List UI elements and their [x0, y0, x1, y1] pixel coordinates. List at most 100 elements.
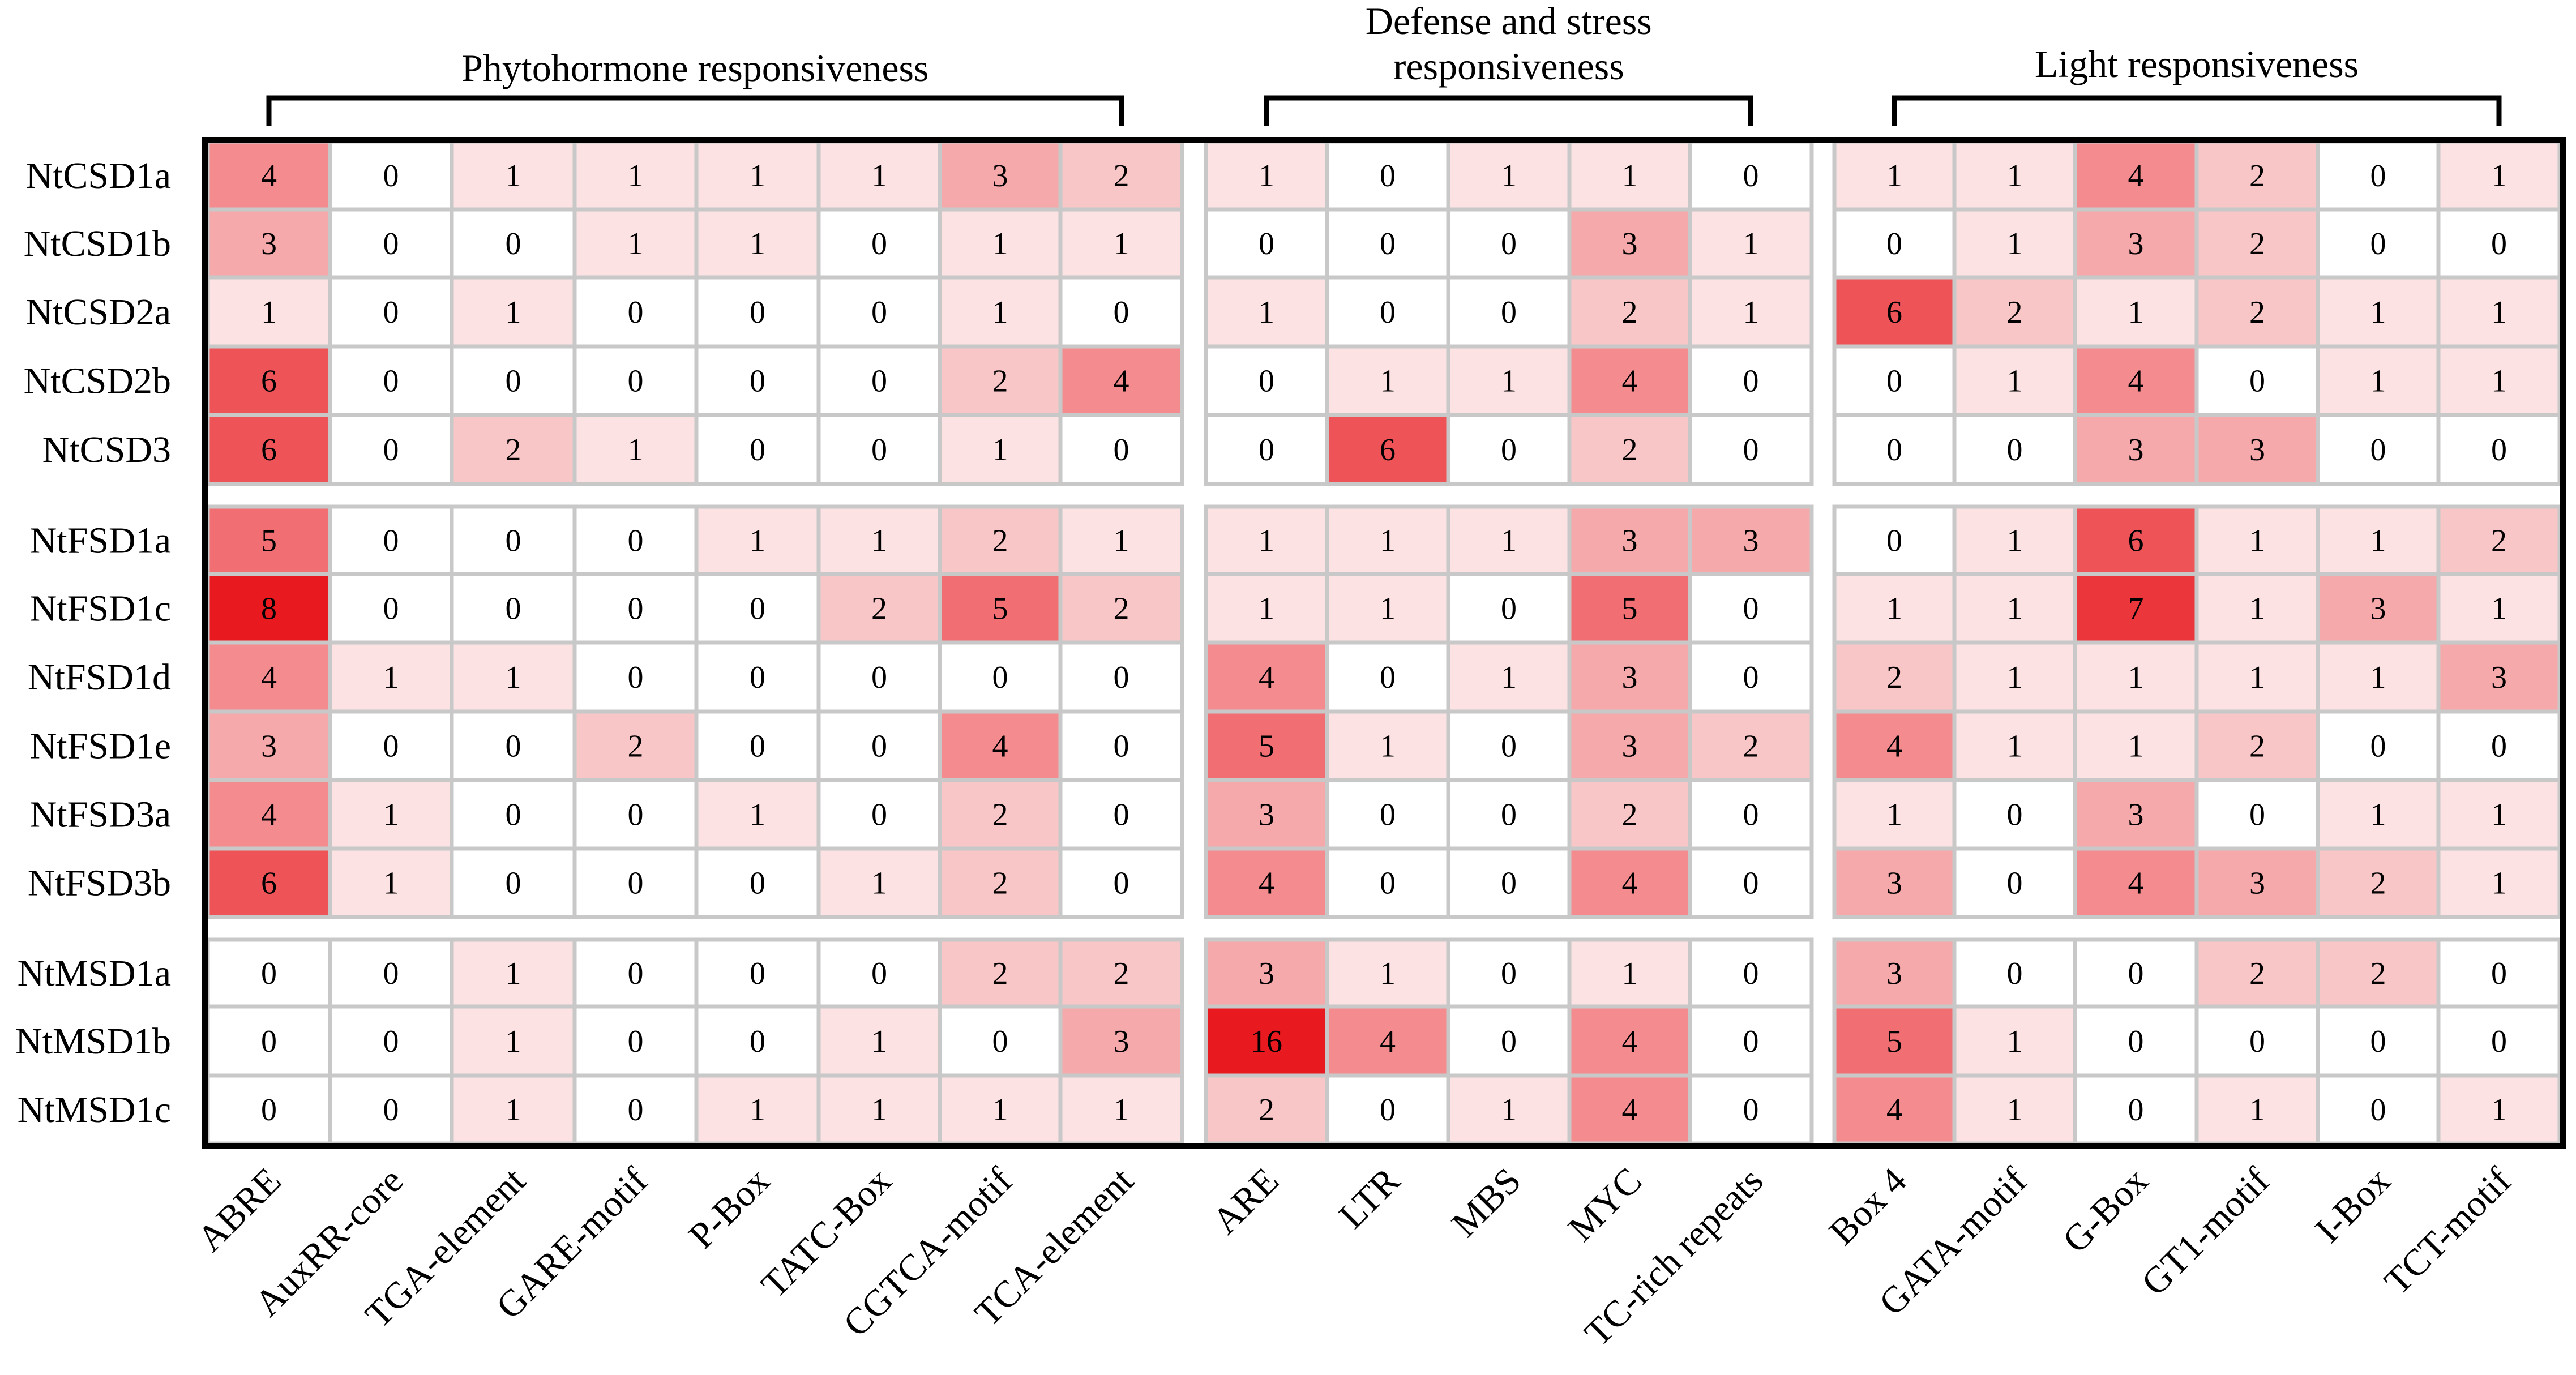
cell-ntfsd3a-g-box — [2073, 778, 2199, 851]
cell-ntmsd1c-ltr — [1325, 1073, 1450, 1146]
cell-value: 1 — [1886, 159, 1902, 194]
cell-value: 4 — [1622, 364, 1638, 399]
cell-value: 1 — [1380, 729, 1396, 764]
cell-value: 0 — [1743, 660, 1759, 695]
cell-value: 0 — [1259, 364, 1274, 399]
cell-value: 0 — [1743, 592, 1759, 627]
cell-value: 0 — [2128, 1024, 2144, 1059]
cell-ntfsd1a-tc-rich-repeats — [1688, 504, 1814, 576]
cell-value: 1 — [1380, 592, 1396, 627]
cell-value: 0 — [871, 956, 887, 991]
cell-value: 1 — [2128, 660, 2144, 695]
cell-ntfsd1c-i-box — [2316, 572, 2441, 645]
cell-ntcsd2a-tc-rich-repeats — [1688, 275, 1814, 349]
cell-ntmsd1a-myc — [1567, 937, 1692, 1009]
cell-ntfsd1c-tatc-box — [816, 572, 942, 645]
cell-ntfsd1d-gata-motif — [1952, 640, 2077, 714]
cell-value: 0 — [2370, 432, 2386, 468]
cell-value: 0 — [261, 1024, 277, 1059]
cell-value: 2 — [992, 524, 1008, 559]
cell-ntcsd2b-are — [1204, 344, 1329, 417]
cell-value: 3 — [1743, 524, 1759, 559]
group-title-phytohormone-responsiveness: Phytohormone responsiveness — [461, 46, 928, 89]
cell-ntmsd1b-cgtca-motif — [938, 1004, 1063, 1078]
cell-value: 0 — [2491, 432, 2507, 468]
cell-value: 5 — [992, 592, 1008, 627]
cell-value: 0 — [1886, 226, 1902, 262]
cell-value: 3 — [992, 159, 1008, 194]
cell-ntcsd3-myc — [1567, 413, 1692, 486]
cell-value: 2 — [1259, 1093, 1274, 1128]
cell-value: 1 — [2249, 1093, 2265, 1128]
cell-ntmsd1c-gare-motif — [572, 1073, 699, 1146]
column-label-gt1-motif: GT1-motif — [2134, 1160, 2278, 1304]
cell-value: 0 — [2370, 226, 2386, 262]
cell-value: 8 — [261, 592, 277, 627]
cell-value: 0 — [1259, 226, 1274, 262]
cell-value: 1 — [628, 432, 644, 468]
cell-ntfsd1c-box-4 — [1832, 572, 1957, 645]
cell-value: 0 — [1501, 956, 1517, 991]
cell-value: 0 — [1743, 1093, 1759, 1128]
cell-value: 1 — [1501, 524, 1517, 559]
cell-value: 1 — [750, 1093, 765, 1128]
cell-value: 1 — [750, 524, 765, 559]
row-label-ntfsd3b: NtFSD3b — [28, 863, 171, 904]
cell-ntcsd2b-myc — [1567, 344, 1692, 417]
cell-ntcsd1b-myc — [1567, 207, 1692, 280]
column-label-i-box: I-Box — [2308, 1160, 2399, 1251]
cell-value: 0 — [383, 364, 399, 399]
cell-ntfsd1d-g-box — [2073, 640, 2199, 714]
cell-ntfsd1a-abre — [206, 504, 332, 576]
cell-value: 2 — [2370, 956, 2386, 991]
cell-value: 0 — [1380, 159, 1396, 194]
cell-value: 3 — [2128, 432, 2144, 468]
cell-value: 3 — [261, 729, 277, 764]
cell-value: 2 — [1886, 660, 1902, 695]
cell-value: 5 — [1259, 729, 1274, 764]
cell-value: 1 — [2491, 364, 2507, 399]
cell-value: 1 — [1259, 524, 1274, 559]
cell-ntmsd1b-tca-element — [1058, 1004, 1184, 1078]
cell-ntcsd3-are — [1204, 413, 1329, 486]
cell-value: 3 — [261, 226, 277, 262]
cell-value: 1 — [1743, 295, 1759, 330]
cell-value: 0 — [2491, 956, 2507, 991]
cell-ntcsd2b-gare-motif — [572, 344, 699, 417]
cell-ntfsd3b-i-box — [2316, 846, 2441, 919]
cell-value: 4 — [1259, 660, 1274, 695]
cell-value: 4 — [261, 798, 277, 833]
row-label-ntcsd2b: NtCSD2b — [24, 361, 171, 402]
cell-value: 2 — [2249, 295, 2265, 330]
cell-value: 1 — [2007, 660, 2023, 695]
cell-ntmsd1c-g-box — [2073, 1073, 2199, 1146]
cell-value: 0 — [750, 729, 765, 764]
cell-value: 0 — [1743, 956, 1759, 991]
cell-ntmsd1c-mbs — [1446, 1073, 1572, 1146]
cell-ntcsd2b-gata-motif — [1952, 344, 2077, 417]
cell-value: 0 — [750, 432, 765, 468]
cell-ntfsd1c-tca-element — [1058, 572, 1184, 645]
cell-value: 2 — [992, 866, 1008, 901]
row-label-ntfsd1e: NtFSD1e — [30, 726, 171, 767]
cell-ntmsd1c-p-box — [694, 1073, 821, 1146]
row-label-ntmsd1a: NtMSD1a — [18, 953, 171, 994]
cell-value: 0 — [1501, 295, 1517, 330]
cell-value: 1 — [1886, 592, 1902, 627]
cell-value: 0 — [506, 524, 521, 559]
cell-value: 0 — [871, 798, 887, 833]
cell-value: 0 — [1501, 226, 1517, 262]
cell-value: 4 — [2128, 159, 2144, 194]
cell-value: 0 — [1501, 729, 1517, 764]
cell-value: 4 — [1259, 866, 1274, 901]
cell-value: 2 — [2249, 729, 2265, 764]
cell-value: 0 — [750, 592, 765, 627]
cell-ntcsd1b-gare-motif — [572, 207, 699, 280]
cell-ntfsd1a-auxrr-core — [328, 504, 454, 576]
cell-value: 1 — [1743, 226, 1759, 262]
cell-ntcsd3-p-box — [694, 413, 821, 486]
cell-value: 0 — [1501, 1024, 1517, 1059]
cell-ntcsd2a-myc — [1567, 275, 1692, 349]
cell-ntcsd2a-g-box — [2073, 275, 2199, 349]
cell-value: 1 — [1380, 956, 1396, 991]
